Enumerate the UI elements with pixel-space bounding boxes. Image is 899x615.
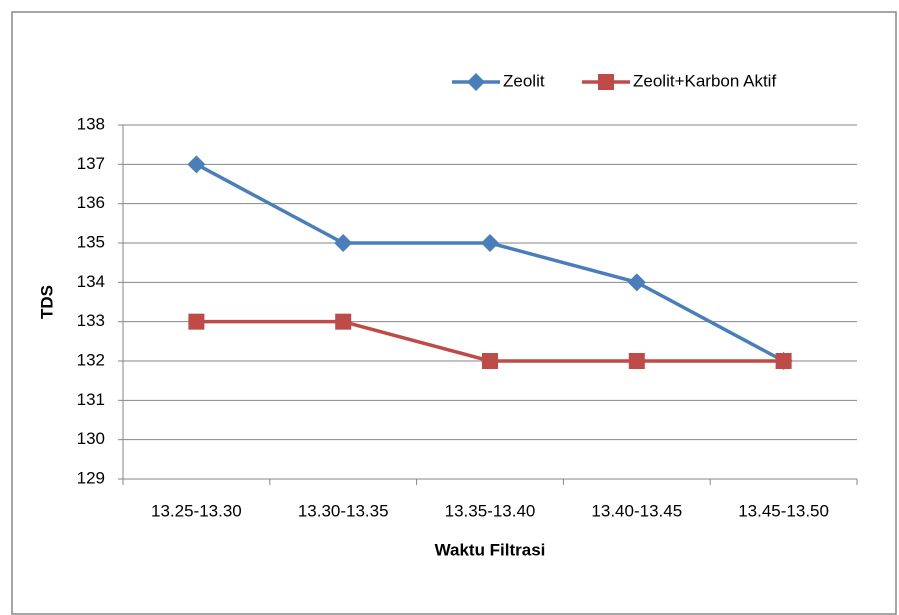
y-tick-label: 138 xyxy=(77,114,105,133)
y-tick-label: 135 xyxy=(77,232,105,251)
legend-label: Zeolit xyxy=(503,71,545,90)
legend-marker xyxy=(467,73,485,91)
point-marker xyxy=(627,273,646,292)
y-tick-label: 136 xyxy=(77,193,105,212)
point-marker xyxy=(335,313,352,330)
point-marker xyxy=(334,234,353,252)
point-marker xyxy=(187,155,206,174)
x-axis-title: Waktu Filtrasi xyxy=(435,540,546,559)
y-tick-label: 129 xyxy=(77,468,105,487)
y-tick-label: 130 xyxy=(77,429,105,448)
y-tick-label: 134 xyxy=(77,272,105,291)
legend-marker xyxy=(598,74,614,90)
y-axis-title: TDS xyxy=(37,285,56,319)
point-marker xyxy=(628,353,645,369)
y-tick-label: 137 xyxy=(77,154,105,173)
y-tick-label: 133 xyxy=(77,311,105,330)
x-tick-label: 13.25-13.30 xyxy=(151,501,242,520)
chart-border xyxy=(11,11,897,615)
point-marker xyxy=(481,234,499,252)
x-tick-label: 13.30-13.35 xyxy=(298,501,389,520)
legend-label: Zeolit+Karbon Aktif xyxy=(633,71,776,90)
x-tick-label: 13.45-13.50 xyxy=(738,501,829,520)
y-tick-label: 132 xyxy=(77,350,105,369)
point-marker xyxy=(775,353,792,369)
point-marker xyxy=(482,353,498,369)
x-tick-label: 13.35-13.40 xyxy=(445,501,536,520)
point-marker xyxy=(188,313,205,330)
y-tick-label: 131 xyxy=(77,390,105,409)
x-tick-label: 13.40-13.45 xyxy=(591,501,682,520)
